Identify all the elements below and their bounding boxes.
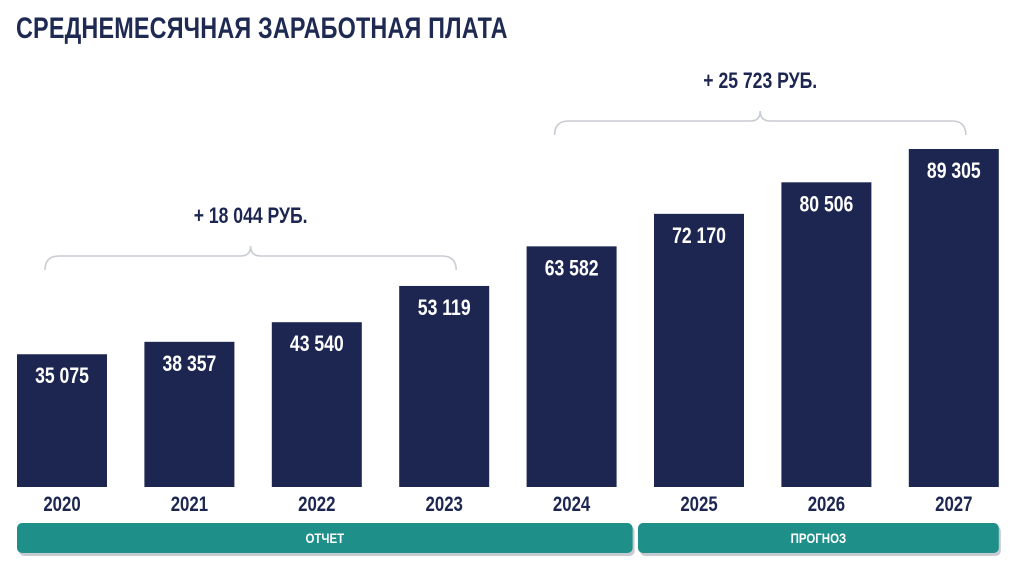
annotations-layer: + 18 044 РУБ. + 25 723 РУБ. (44, 69, 967, 271)
bar-2024 (526, 246, 617, 487)
bar-2022 (271, 322, 362, 487)
bars-layer: 35 075 2020 38 357 2021 43 540 2022 53 119 2023… (17, 149, 999, 517)
group-band-1 (17, 523, 633, 553)
value-label-2021: 38 357 (163, 352, 217, 376)
brace-2 (553, 110, 967, 136)
value-label-2022: 43 540 (290, 332, 344, 356)
year-label-2023: 2023 (426, 493, 463, 516)
year-label-2022: 2022 (298, 493, 335, 516)
group-label-2: ПРОГНОЗ (791, 530, 847, 546)
bar-2025 (654, 213, 744, 488)
year-label-2020: 2020 (43, 493, 80, 516)
group-label-1: ОТЧЕТ (305, 530, 344, 546)
chart-title: СРЕДНЕМЕСЯЧНАЯ ЗАРАБОТНАЯ ПЛАТА (16, 12, 508, 45)
group-band-2 (638, 523, 999, 553)
year-label-2026: 2026 (808, 493, 845, 516)
bar-2021 (144, 341, 235, 487)
bar-2027 (908, 149, 999, 487)
bar-2023 (399, 285, 490, 487)
annotation-label-1: + 18 044 РУБ. (194, 204, 308, 228)
value-label-2027: 89 305 (927, 159, 981, 183)
value-label-2020: 35 075 (35, 364, 89, 388)
year-label-2024: 2024 (553, 493, 591, 516)
value-label-2026: 80 506 (800, 193, 854, 217)
annotation-label-2: + 25 723 РУБ. (703, 69, 817, 93)
bar-2026 (781, 182, 872, 487)
value-label-2023: 53 119 (418, 296, 471, 320)
value-label-2024: 63 582 (545, 257, 599, 281)
year-label-2021: 2021 (171, 493, 209, 516)
year-label-2027: 2027 (935, 493, 972, 516)
bar-2020 (17, 354, 107, 487)
groups-layer: ОТЧЕТ ПРОГНОЗ (17, 523, 1001, 556)
year-label-2025: 2025 (680, 493, 718, 516)
value-label-2025: 72 170 (672, 224, 726, 248)
brace-1 (44, 245, 457, 271)
